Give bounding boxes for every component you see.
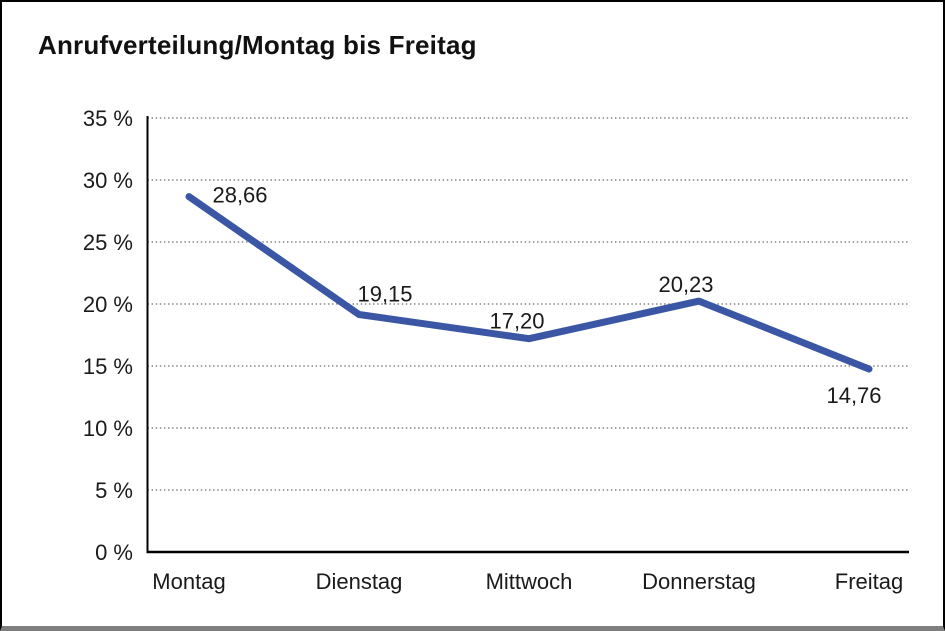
x-axis-label: Mittwoch	[486, 569, 573, 594]
y-tick-label: 10 %	[83, 416, 133, 441]
x-axis-label: Montag	[152, 569, 225, 594]
y-tick-label: 35 %	[83, 106, 133, 131]
data-label: 28,66	[212, 183, 267, 208]
y-tick-label: 20 %	[83, 292, 133, 317]
x-axis-label: Freitag	[835, 569, 903, 594]
data-line	[185, 193, 873, 373]
y-tick-label: 0 %	[95, 540, 133, 565]
x-axis-label: Donnerstag	[642, 569, 756, 594]
data-label: 19,15	[357, 282, 412, 307]
y-tick-label: 30 %	[83, 168, 133, 193]
data-label: 17,20	[489, 309, 544, 334]
y-tick-label: 15 %	[83, 354, 133, 379]
y-tick-label: 5 %	[95, 478, 133, 503]
data-label: 14,76	[826, 383, 881, 408]
data-label: 20,23	[658, 272, 713, 297]
y-tick-label: 25 %	[83, 230, 133, 255]
chart-title: Anrufverteilung/Montag bis Freitag	[38, 30, 477, 60]
x-axis-label: Dienstag	[316, 569, 403, 594]
